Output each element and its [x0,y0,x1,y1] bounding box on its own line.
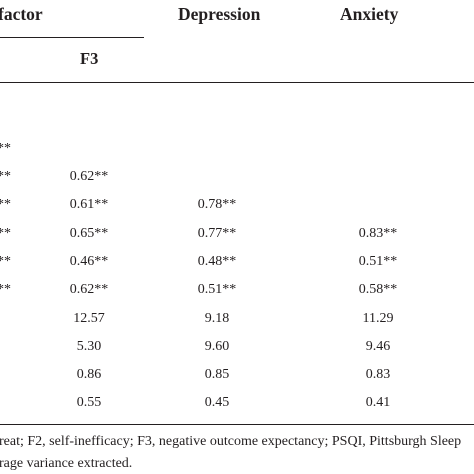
cell-f3: 0.62** [69,282,109,297]
cell-anxiety: 11.29 [362,311,394,326]
cell-anxiety: 9.46 [365,339,391,354]
cell-depression: 0.45 [204,395,230,410]
cell-depression: 0.48** [197,254,237,269]
header-factor-group: factor [0,4,43,24]
cell-col1: ** [0,169,11,184]
cell-f3: 0.65** [69,226,109,241]
cell-f3: 5.30 [76,339,102,354]
cell-anxiety: 0.41 [365,395,391,410]
subheader-f3: F3 [80,49,99,68]
cell-f3: 0.61** [69,197,109,212]
footnote-line-1: reat; F2, self-inefficacy; F3, negative … [0,434,462,449]
cell-depression: 0.77** [197,226,237,241]
header-rule [0,82,474,83]
factor-group-rule [0,37,144,38]
cell-f3: 0.46** [69,254,109,269]
footnote-line-2: rage variance extracted. [0,456,133,471]
cell-f3: 0.62** [69,169,109,184]
cell-depression: 0.51** [197,282,237,297]
cell-anxiety: 0.83 [365,367,391,382]
cell-f3: 0.86 [76,367,102,382]
cell-depression: 9.18 [204,311,230,326]
cell-depression: 9.60 [204,339,230,354]
cell-col1: ** [0,254,11,269]
cell-f3: 0.55 [76,395,102,410]
cell-anxiety: 0.58** [358,282,398,297]
table-bottom-rule [0,424,474,425]
header-anxiety: Anxiety [340,4,399,24]
cell-f3: 12.57 [73,311,105,326]
cell-col1: ** [0,197,11,212]
cell-depression: 0.78** [197,197,237,212]
cell-anxiety: 0.83** [358,226,398,241]
cell-col1: ** [0,226,11,241]
cell-col1: ** [0,141,11,156]
cell-depression: 0.85 [204,367,230,382]
cell-anxiety: 0.51** [358,254,398,269]
header-depression: Depression [178,4,261,24]
cell-col1: ** [0,282,11,297]
